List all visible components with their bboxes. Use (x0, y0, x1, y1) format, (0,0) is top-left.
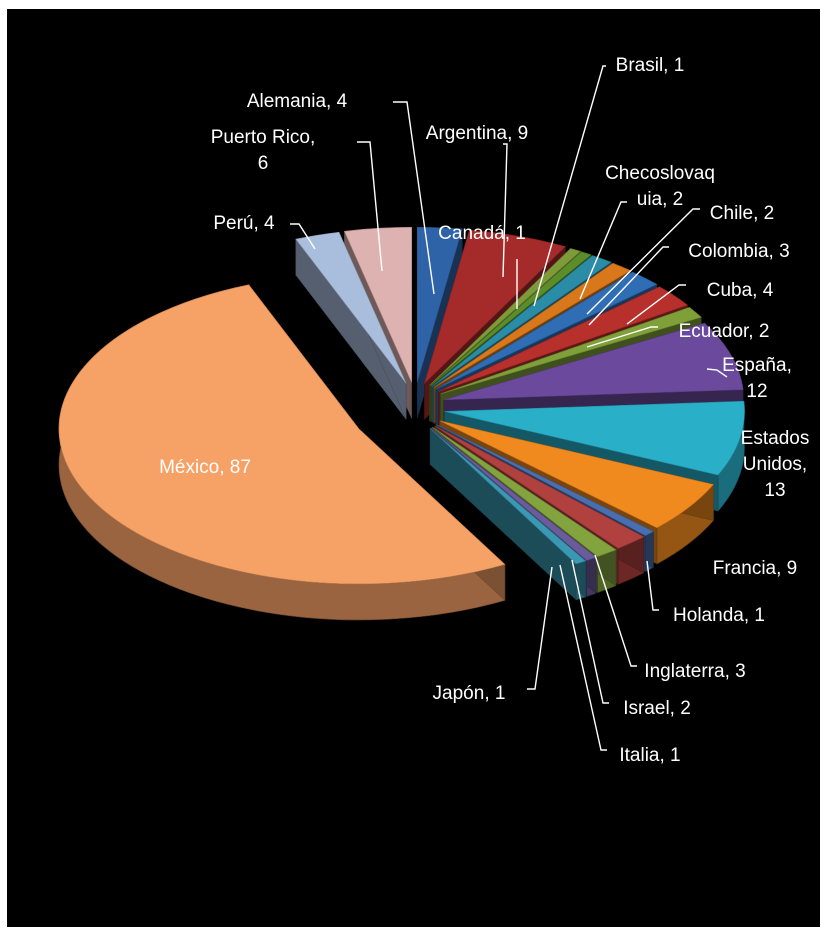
leader-line-inglaterra (594, 554, 637, 667)
leader-line-chile (586, 208, 700, 315)
leader-line-italia (559, 564, 607, 751)
data-label-ecuador: Ecuador, 2 (586, 321, 770, 348)
leader-line-alemania (393, 101, 435, 295)
slice-top-checoslovaquia (431, 255, 612, 387)
leader-line-israel (571, 559, 609, 704)
leader-line-japon (527, 566, 553, 690)
data-label-cuba: Cuba, 4 (626, 280, 774, 325)
leader-line-colombia (588, 246, 669, 326)
labels-group: Alemania, 4 Argentina, 9 Brasil, 1 Canadá, … (159, 55, 809, 766)
data-label-text-mexico: México, 87 (159, 457, 251, 478)
slice-top-israel (432, 426, 617, 557)
data-label-canada: Canadá, 1 (438, 223, 526, 309)
slice-top-francia (439, 420, 714, 529)
slice-top-inglaterra (434, 425, 645, 549)
data-label-holanda: Holanda, 1 (646, 560, 765, 626)
data-label-text-holanda: Holanda, 1 (673, 605, 765, 626)
data-label-japon: Japón, 1 (433, 566, 553, 704)
leader-line-checoslovaquia (579, 201, 627, 300)
data-label-text-alemania: Alemania, 4 (247, 91, 348, 112)
data-label-argentina: Argentina, 9 (426, 123, 528, 278)
data-label-text-israel: Israel, 2 (623, 698, 691, 719)
data-label-italia: Italia, 1 (559, 564, 681, 766)
slice-top-holanda (436, 424, 655, 536)
data-label-puerto-rico: Puerto Rico, 6 (211, 127, 383, 272)
data-label-text-chile: Chile, 2 (710, 203, 774, 224)
data-label-text-argentina: Argentina, 9 (426, 123, 528, 144)
data-label-israel: Israel, 2 (571, 559, 691, 719)
slice-top-colombia (435, 271, 658, 390)
slice-top-brasil (429, 248, 582, 386)
leader-line-ecuador (586, 326, 658, 348)
leader-line-cuba (626, 284, 686, 325)
data-label-text-peru: Perú, 4 (213, 213, 275, 234)
data-label-text-inglaterra: Inglaterra, 3 (644, 661, 745, 682)
leader-line-holanda (646, 560, 659, 611)
data-label-brasil: Brasil, 1 (533, 55, 685, 307)
leader-line-peru (290, 223, 316, 250)
data-label-text-espana-0: España, (722, 355, 792, 376)
data-label-alemania: Alemania, 4 (247, 91, 435, 295)
slice-top-japon (429, 428, 587, 565)
data-label-estados-unidos: Estados Unidos, 13 (741, 428, 810, 501)
leader-line-brasil (533, 65, 606, 307)
data-label-text-canada: Canadá, 1 (438, 223, 526, 244)
slices-group (58, 226, 745, 621)
slice-top-alemania (416, 226, 463, 383)
chart-area: Alemania, 4 Argentina, 9 Brasil, 1 Canadá, … (7, 9, 820, 927)
slice-top-ecuador (440, 307, 702, 395)
slice-mexico (58, 284, 506, 621)
data-label-mexico: México, 87 (159, 457, 251, 478)
slice-top-estados-unidos (444, 400, 745, 476)
data-label-text-puerto-rico-1: 6 (258, 153, 269, 174)
leader-line-argentina (502, 143, 508, 278)
data-label-colombia: Colombia, 3 (588, 241, 790, 326)
data-label-text-ecuador: Ecuador, 2 (679, 321, 770, 342)
data-label-text-estados-unidos-0: Estados (741, 428, 810, 449)
slice-top-argentina (423, 229, 566, 385)
data-label-text-cuba: Cuba, 4 (707, 280, 774, 301)
data-label-text-italia: Italia, 1 (619, 745, 680, 766)
data-label-text-estados-unidos-1: Unidos, (743, 454, 807, 475)
data-label-chile: Chile, 2 (586, 203, 774, 315)
leader-line-espana (706, 368, 728, 378)
pie-chart: Alemania, 4 Argentina, 9 Brasil, 1 Canadá, … (58, 55, 809, 766)
slice-top-cuba (438, 286, 689, 392)
data-label-text-japon: Japón, 1 (433, 683, 506, 704)
data-label-text-espana-1: 12 (746, 381, 767, 402)
data-label-francia: Francia, 9 (713, 558, 797, 579)
slice-peru (295, 231, 407, 421)
data-label-peru: Perú, 4 (213, 213, 316, 250)
data-label-text-colombia: Colombia, 3 (688, 241, 789, 262)
data-label-text-francia: Francia, 9 (713, 558, 797, 579)
data-label-text-puerto-rico-0: Puerto Rico, (211, 127, 316, 148)
leader-line-puerto-rico (357, 141, 383, 272)
data-label-checoslovaquia: Checoslovaq uia, 2 (579, 163, 715, 300)
data-label-inglaterra: Inglaterra, 3 (594, 554, 746, 682)
data-label-espana: España, 12 (706, 355, 792, 402)
slice-top-mexico (58, 284, 506, 585)
data-label-text-estados-unidos-2: 13 (764, 480, 785, 501)
slice-top-canada (430, 251, 592, 387)
data-label-text-checoslovaquia-1: uia, 2 (637, 189, 683, 210)
data-label-text-brasil: Brasil, 1 (616, 55, 685, 76)
slice-japon (429, 427, 587, 601)
slice-top-peru (295, 231, 407, 384)
slice-top-espana (443, 322, 744, 401)
data-label-text-checoslovaquia-0: Checoslovaq (605, 163, 715, 184)
